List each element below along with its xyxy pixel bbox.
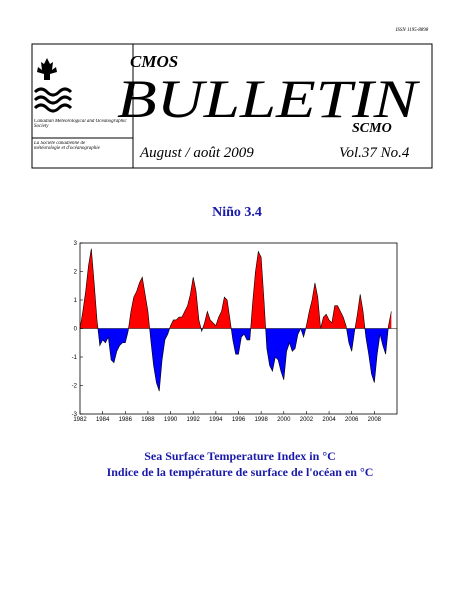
x-tick-label: 1982 [73,417,87,423]
x-tick-label: 2008 [368,417,382,423]
x-tick-label: 2006 [345,417,359,423]
y-tick-label: 3 [74,241,78,247]
x-tick-label: 2002 [300,417,314,423]
caption: Sea Surface Temperature Index in °C [144,449,336,463]
x-tick-label: 1992 [187,417,201,423]
line [79,248,392,392]
chart-title: Niño 3.4 [212,205,262,220]
x-tick-label: 1988 [141,417,155,423]
title: BULLETIN [117,69,421,129]
society-en: Canadian Meteorological and Oceanographi… [34,119,127,129]
issn: ISSN 1195-8898 [395,28,429,33]
y-tick-label: 0 [74,327,78,333]
y-tick-label: -1 [72,355,78,361]
x-tick-label: 2000 [277,417,291,423]
caption: Indice de la température de surface de l… [107,465,374,479]
society-fr-text: La Société canadienne de météorologie et… [34,141,100,151]
x-tick-label: 1996 [232,417,246,423]
x-tick-label: 1998 [254,417,268,423]
y-tick-label: -3 [72,412,78,418]
society-en-text: Canadian Meteorological and Oceanographi… [34,119,127,129]
society-fr: La Société canadienne de météorologie et… [34,141,100,151]
x-tick-label: 1990 [164,417,178,423]
y-tick-label: -2 [72,384,78,390]
logo [33,58,73,113]
x-tick-label: 1986 [119,417,133,423]
volume: Vol.37 No.4 [339,145,410,161]
date: August / août 2009 [139,145,254,161]
scmo: SCMO [352,121,392,136]
x-tick-label: 1994 [209,417,223,423]
area-negative [80,328,392,392]
y-tick-label: 1 [74,298,78,304]
area-positive [80,248,392,329]
cmos: CMOS [130,52,178,71]
x-tick-label: 2004 [322,417,336,423]
x-tick-label: 1984 [96,417,110,423]
y-tick-label: 2 [74,270,78,276]
header-box [31,43,433,169]
